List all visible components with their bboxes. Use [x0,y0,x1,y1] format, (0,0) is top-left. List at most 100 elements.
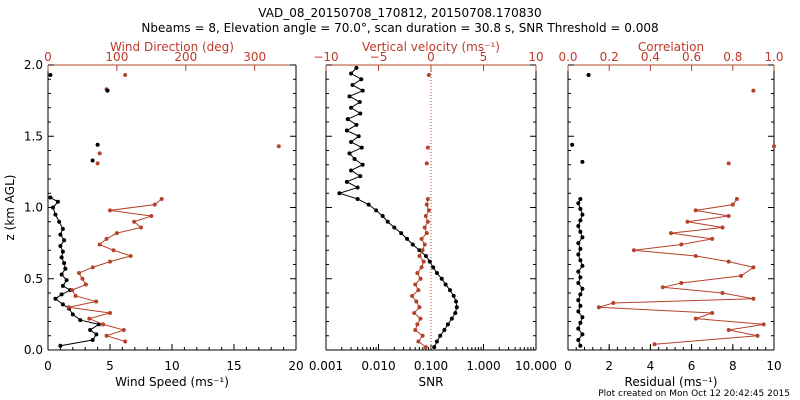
data-point-2-0-3 [442,328,447,333]
data-point-2-0-20 [399,231,404,236]
data-point-3-0-12 [578,275,583,280]
top-xtick-label: 0.2 [600,50,619,64]
data-point-1-1-3 [101,322,106,327]
data-point-1-1-21 [132,219,137,224]
data-point-3-1-2 [726,328,731,333]
ytick-label: 1.0 [24,201,43,215]
top-xtick-label: 0.8 [723,50,742,64]
data-point-1-0-2 [94,332,99,337]
data-point-3-1-11 [679,281,684,286]
data-point-2-1-22 [425,219,430,224]
data-point-1-1-24 [152,202,157,207]
data-point-2-0-4 [445,322,450,327]
data-point-1-0-8 [60,302,65,307]
data-point-2-1-6 [412,310,417,315]
series-line-3-1 [598,198,764,345]
data-point-1-0-6 [70,312,75,317]
data-point-2-0-6 [453,310,458,315]
data-point-3-1-3 [761,322,766,327]
xtick-label: 8 [729,359,737,373]
data-point-1-1-18 [104,236,109,241]
data-point-2-0-16 [423,253,428,258]
data-point-2-1-4 [415,322,420,327]
data-point-2-1-15 [421,259,426,264]
data-point-3-0-4 [578,320,583,325]
top-xtick-label: 0 [44,50,52,64]
top-xtick-label: −5 [370,50,388,64]
data-point-2-0-34 [347,151,352,156]
panel-2: 0.001 0.010 0.100 1.000 10.000 SNR −10 −5 0 5 10 Ve… [309,40,557,389]
data-point-2-1-21 [422,225,427,230]
data-point-3-1-13 [751,265,756,270]
xtick-label: 10 [164,359,179,373]
top-xtick-label: −10 [313,50,338,64]
data-point-3-3-0 [586,72,591,77]
data-point-2-0-36 [349,139,354,144]
data-point-3-1-7 [611,300,616,305]
data-point-1-1-15 [128,253,133,258]
data-point-2-0-28 [355,185,360,190]
data-point-1-1-9 [70,288,75,293]
data-point-3-2-2 [726,161,731,166]
panel-3: 0 2 4 6 8 10 Residual (ms⁻¹) 0.0 0.2 0.4 0.6 0.8 1.0… [558,40,783,389]
data-point-1-0-23 [57,219,62,224]
data-point-3-2-3 [772,144,776,149]
data-point-3-0-24 [578,206,583,211]
data-point-1-1-19 [114,231,119,236]
footer-timestamp: Plot created on Mon Oct 12 20:42:45 2015 [598,389,790,399]
data-point-3-0-5 [580,315,585,320]
data-point-2-0-27 [337,191,342,196]
data-point-1-2-3 [95,161,100,166]
data-point-2-1-13 [415,271,420,276]
data-point-2-0-12 [439,276,444,281]
xtick-label: 1.000 [466,359,500,373]
ytick-label: 1.5 [24,129,43,143]
data-point-1-2-0 [123,72,128,77]
xtick-label: 10 [766,359,781,373]
data-point-2-1-7 [417,305,422,310]
data-point-1-0-20 [62,238,67,243]
xtick-label: 10.000 [515,359,557,373]
data-point-1-0-1 [90,338,95,343]
data-point-1-1-5 [108,310,112,315]
top-axis-label: Vertical velocity (ms⁻¹) [362,40,500,54]
data-point-3-0-13 [576,269,581,274]
top-xtick-label: 300 [243,50,266,64]
data-point-3-0-14 [580,263,585,268]
data-point-3-1-21 [685,219,690,224]
top-xtick-label: 0 [427,50,435,64]
data-point-3-1-5 [710,310,715,315]
data-point-2-1-10 [416,288,421,293]
data-point-2-0-1 [434,339,439,344]
data-point-3-3-1 [570,142,575,147]
data-point-3-0-7 [578,303,583,308]
data-point-2-0-46 [350,82,355,87]
data-point-3-1-19 [669,231,673,236]
data-point-2-2-2 [424,161,429,166]
data-point-1-1-13 [90,265,95,270]
data-point-2-0-11 [443,282,448,287]
data-point-3-0-1 [576,338,581,343]
data-point-1-0-16 [62,261,67,266]
xtick-label: 5 [106,359,114,373]
data-point-2-1-18 [422,242,427,247]
data-point-3-0-25 [576,201,581,206]
data-point-1-0-17 [59,255,64,260]
data-point-2-1-8 [414,299,419,304]
data-point-3-0-11 [576,281,581,286]
data-point-3-1-15 [693,253,698,258]
data-point-2-1-25 [424,202,429,207]
data-point-2-1-20 [424,231,429,236]
x-axis-label: Wind Speed (ms⁻¹) [115,375,229,389]
data-point-3-0-23 [580,212,585,217]
xtick-label: 20 [288,359,303,373]
data-point-1-1-17 [97,242,102,247]
data-point-1-0-19 [58,243,63,248]
data-point-2-0-17 [417,248,422,253]
data-point-2-1-23 [423,214,428,219]
data-point-2-0-18 [410,242,415,247]
series-line-1-0 [50,197,101,347]
data-point-1-1-1 [104,333,109,338]
data-point-3-1-17 [679,242,684,247]
